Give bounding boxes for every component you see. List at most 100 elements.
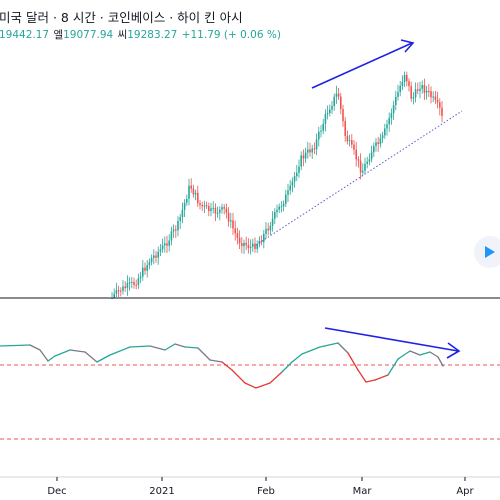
candle-body (366, 161, 368, 164)
oscillator-segment (209, 359, 223, 363)
candle-body (302, 155, 305, 159)
candle-body (351, 140, 353, 145)
candle-body (117, 290, 120, 292)
candle-body (225, 208, 228, 213)
candle-body (386, 124, 388, 129)
candle-body (247, 245, 250, 248)
candle-body (267, 228, 269, 231)
oscillator-segment (231, 369, 246, 384)
candle-body (280, 206, 283, 208)
candle-body (216, 212, 219, 214)
candle-body (278, 206, 280, 210)
candle-body (335, 93, 338, 97)
oscillator-segment (0, 344, 31, 347)
candle-body (269, 225, 272, 231)
oscillator-segment (69, 349, 86, 353)
low-value: 19283.27 (127, 29, 178, 41)
oscillator-segment (255, 382, 271, 389)
candle-body (188, 185, 190, 199)
candle-body (377, 142, 379, 145)
candle-body (146, 265, 148, 271)
candle-body (318, 131, 320, 140)
oscillator-divergence-arrow[interactable] (324, 327, 461, 359)
candle-body (177, 221, 179, 231)
time-tick-dec: Dec (47, 486, 67, 497)
candle-body (414, 89, 417, 98)
oscillator-segment (319, 342, 339, 348)
candle-body (120, 290, 122, 292)
candle-body (395, 96, 397, 106)
candle-body (241, 243, 243, 247)
candle-body (326, 113, 329, 115)
candle-body (150, 258, 153, 263)
candle-body (128, 282, 131, 284)
candle-body (329, 109, 331, 114)
candle-body (210, 208, 212, 212)
play-triangle-icon (485, 246, 495, 258)
oscillator-segment (129, 345, 151, 348)
oscillator-segment (84, 351, 98, 363)
oscillator-segment (197, 347, 211, 361)
symbol-title[interactable]: 미국 달러 · 8 시간 · 코인베이스 · 하이 킨 아시 (0, 10, 243, 25)
time-tick-feb: Feb (257, 486, 275, 497)
oscillator-segment (184, 346, 199, 349)
candle-body (430, 91, 432, 98)
candle-body (399, 86, 401, 93)
candle-body (373, 146, 375, 153)
candle-body (274, 212, 276, 219)
candle-body (291, 181, 294, 186)
price-uptrend-arrow[interactable] (311, 39, 415, 89)
oscillator-segment (164, 343, 176, 351)
candle-body (201, 204, 203, 207)
candle-body (344, 121, 346, 136)
candle-body (375, 142, 377, 147)
support-trendline[interactable] (255, 110, 463, 246)
oscillator-segment (109, 346, 131, 356)
candle-body (362, 170, 364, 173)
candle-body (254, 243, 256, 249)
oscillator-segment (221, 361, 233, 371)
open-value: 19442.17 (0, 29, 50, 41)
candle-body (265, 228, 267, 234)
candle-body (122, 286, 124, 291)
low-label: 씨 (117, 29, 128, 41)
candle-body (298, 166, 300, 173)
candle-body (359, 160, 362, 173)
oscillator-segment (374, 374, 389, 381)
candle-body (238, 237, 241, 244)
time-tick-apr: Apr (456, 486, 474, 497)
candle-body (183, 202, 186, 210)
ohlc-readout: 19442.17 엘19077.94 씨19283.27 +11.79 (+ 0… (0, 27, 282, 42)
candle-body (179, 217, 181, 222)
candle-body (364, 163, 366, 171)
candle-body (170, 231, 173, 241)
candle-body (408, 81, 410, 87)
candle-body (227, 212, 230, 222)
candle-body (412, 97, 415, 99)
oscillator-segment (337, 342, 349, 354)
oscillator-segment (357, 369, 367, 383)
candle-body (403, 74, 406, 82)
scroll-to-realtime-button[interactable] (474, 236, 500, 268)
oscillator-segment (397, 350, 411, 360)
candle-body (135, 284, 137, 286)
price-candles (111, 71, 443, 299)
candle-body (181, 209, 184, 218)
oscillator-segment (149, 345, 166, 351)
candle-body (166, 243, 168, 246)
candle-body (311, 148, 313, 153)
candle-body (144, 267, 146, 271)
candle-body (155, 255, 157, 258)
candle-body (194, 192, 197, 195)
candle-body (337, 93, 340, 97)
candle-body (397, 92, 399, 97)
oscillator-segment (29, 344, 41, 351)
candle-body (271, 218, 274, 226)
time-tick-mar: Mar (352, 486, 372, 497)
change-value: +11.79 (+ 0.06 %) (181, 29, 281, 41)
candle-body (340, 96, 342, 109)
candle-body (406, 74, 408, 82)
oscillator-segment (244, 382, 257, 389)
candle-body (368, 159, 371, 162)
